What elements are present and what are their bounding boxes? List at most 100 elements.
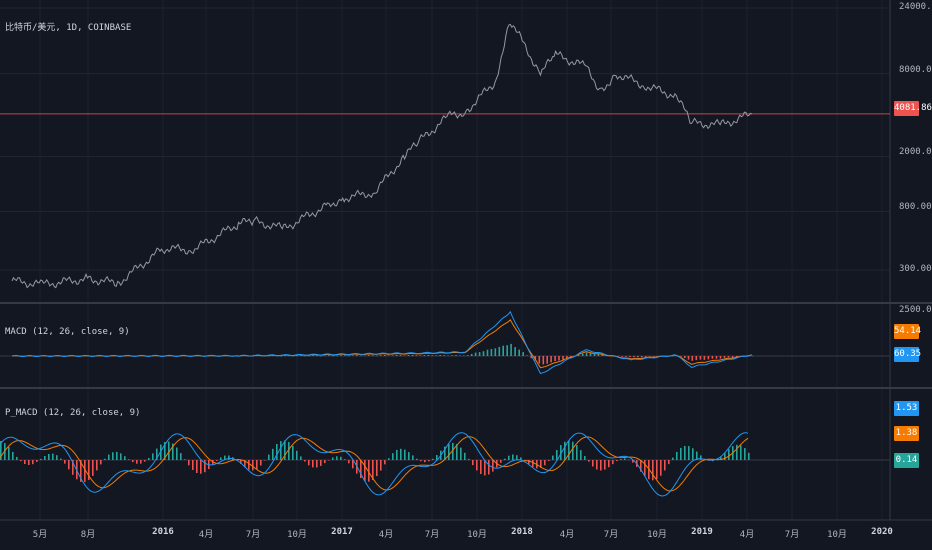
- p-macd-histogram-bar: [144, 460, 146, 462]
- x-tick: 5月: [32, 530, 48, 540]
- macd-histogram-bar: [652, 356, 655, 357]
- p-macd-histogram-bar: [36, 460, 38, 462]
- p-macd-histogram-bar: [168, 441, 170, 460]
- macd-histogram-bar: [514, 347, 516, 356]
- p-macd-histogram-bar: [620, 459, 622, 460]
- p-macd-histogram-bar: [252, 460, 254, 471]
- p-macd-histogram-bar: [460, 447, 462, 460]
- p-macd-histogram-bar: [588, 460, 590, 462]
- macd-histogram-bar: [494, 348, 497, 356]
- macd-histogram-bar: [280, 356, 282, 357]
- p-macd-line: [0, 432, 749, 497]
- price-series-line: [11, 23, 753, 289]
- macd-histogram-bar: [482, 351, 485, 356]
- x-tick: 8月: [80, 530, 96, 540]
- p-macd-histogram-bar: [272, 448, 274, 460]
- macd-histogram-bar: [320, 355, 322, 357]
- p-macd-histogram-bar: [256, 460, 258, 469]
- p-macd-histogram-bar: [64, 460, 66, 464]
- p-macd-histogram-bar: [676, 451, 678, 460]
- p-macd-signal-line: [0, 436, 749, 492]
- macd-histogram-bar: [731, 356, 734, 358]
- price-tick-24000: 24000.00: [899, 2, 932, 12]
- macd-histogram-bar: [593, 354, 596, 356]
- p-macd-histogram-bar: [344, 459, 346, 460]
- macd-histogram-bar: [562, 356, 564, 360]
- p-macd-histogram-bar: [516, 455, 518, 460]
- p-macd-histogram-bar: [548, 460, 550, 461]
- p-macd-histogram-bar: [564, 441, 566, 460]
- macd-histogram-bar: [490, 348, 493, 356]
- p-macd-histogram-bar: [416, 458, 418, 460]
- macd-histogram-bar: [272, 355, 274, 356]
- macd-histogram-bar: [538, 356, 541, 364]
- macd-histogram-bar: [387, 355, 390, 356]
- p-macd-histogram-bar: [424, 460, 426, 463]
- p-macd-histogram-bar: [216, 460, 218, 461]
- p-macd-histogram-bar: [740, 445, 742, 460]
- x-tick: 4月: [378, 530, 394, 540]
- p-macd-histogram-bar: [644, 460, 646, 477]
- macd-histogram-bar: [498, 346, 501, 356]
- macd-histogram-bar: [407, 355, 410, 356]
- p-macd-histogram-bar: [100, 460, 102, 465]
- symbol-label: 比特币/美元, 1D, COINBASE: [5, 23, 132, 33]
- x-tick: 4月: [739, 530, 755, 540]
- p-macd-histogram-bar: [376, 460, 378, 477]
- p-macd-histogram-bar: [388, 458, 390, 460]
- macd-histogram-bar: [423, 355, 426, 356]
- p-macd-histogram-bar: [72, 460, 74, 475]
- macd-histogram-bar: [431, 355, 434, 356]
- macd-histogram-bar: [617, 356, 619, 357]
- macd-histogram-bar: [427, 354, 430, 356]
- macd-histogram-bar: [625, 356, 627, 357]
- macd-label: MACD (12, 26, close, 9): [5, 327, 130, 337]
- p-macd-histogram-bar: [336, 456, 338, 460]
- p-macd-histogram-bar: [296, 450, 298, 460]
- p-macd-histogram-bar: [104, 458, 106, 460]
- macd-histogram-bar: [478, 352, 481, 356]
- macd-histogram-bar: [518, 349, 520, 356]
- macd-histogram-bar: [640, 356, 643, 358]
- p-macd-histogram-bar: [332, 457, 334, 460]
- macd-histogram-bar: [534, 356, 537, 361]
- macd-histogram-bar: [415, 355, 418, 356]
- p-macd-histogram-bar: [528, 460, 530, 465]
- macd-histogram-bar: [375, 355, 378, 357]
- p-macd-histogram-bar: [228, 455, 230, 460]
- p-macd-histogram-bar: [260, 460, 262, 466]
- p-macd-histogram-bar: [200, 460, 202, 474]
- p-macd-histogram-bar: [656, 460, 658, 480]
- p-macd-histogram-bar: [456, 444, 458, 460]
- macd-histogram-bar: [324, 355, 326, 356]
- p-macd-histogram-bar: [32, 460, 34, 465]
- p-macd-histogram-bar: [696, 451, 698, 460]
- macd-histogram-bar: [459, 355, 461, 356]
- macd-histogram-bar: [727, 356, 730, 358]
- p-macd-histogram-bar: [712, 460, 714, 462]
- p-macd-histogram-bar: [736, 444, 738, 460]
- macd-histogram-bar: [751, 355, 754, 357]
- p-macd-histogram-bar: [724, 453, 726, 460]
- p-macd-histogram-bar: [600, 460, 602, 471]
- macd-histogram-bar: [296, 355, 298, 357]
- p-macd-histogram-bar: [604, 460, 606, 470]
- p-macd-histogram-bar: [572, 441, 574, 460]
- macd-histogram-bar: [443, 355, 445, 356]
- macd-histogram-bar: [367, 355, 370, 356]
- p-macd-histogram-bar: [680, 447, 682, 460]
- price-tick-2000: 2000.00: [899, 147, 932, 157]
- macd-histogram-bar: [522, 352, 524, 356]
- p-macd-histogram-bar: [304, 460, 306, 462]
- macd-histogram-bar: [344, 355, 346, 356]
- macd-histogram-bar: [363, 355, 366, 357]
- macd-histogram-bar: [554, 356, 556, 362]
- macd-histogram-bar: [419, 355, 422, 356]
- price-tick-800: 800.00: [899, 202, 932, 212]
- price-tick-8000: 8000.00: [899, 65, 932, 75]
- x-tick: 2016: [152, 527, 174, 537]
- p-macd-histogram-bar: [140, 460, 142, 464]
- p-macd-histogram-bar: [68, 460, 70, 470]
- x-tick: 2017: [331, 527, 353, 537]
